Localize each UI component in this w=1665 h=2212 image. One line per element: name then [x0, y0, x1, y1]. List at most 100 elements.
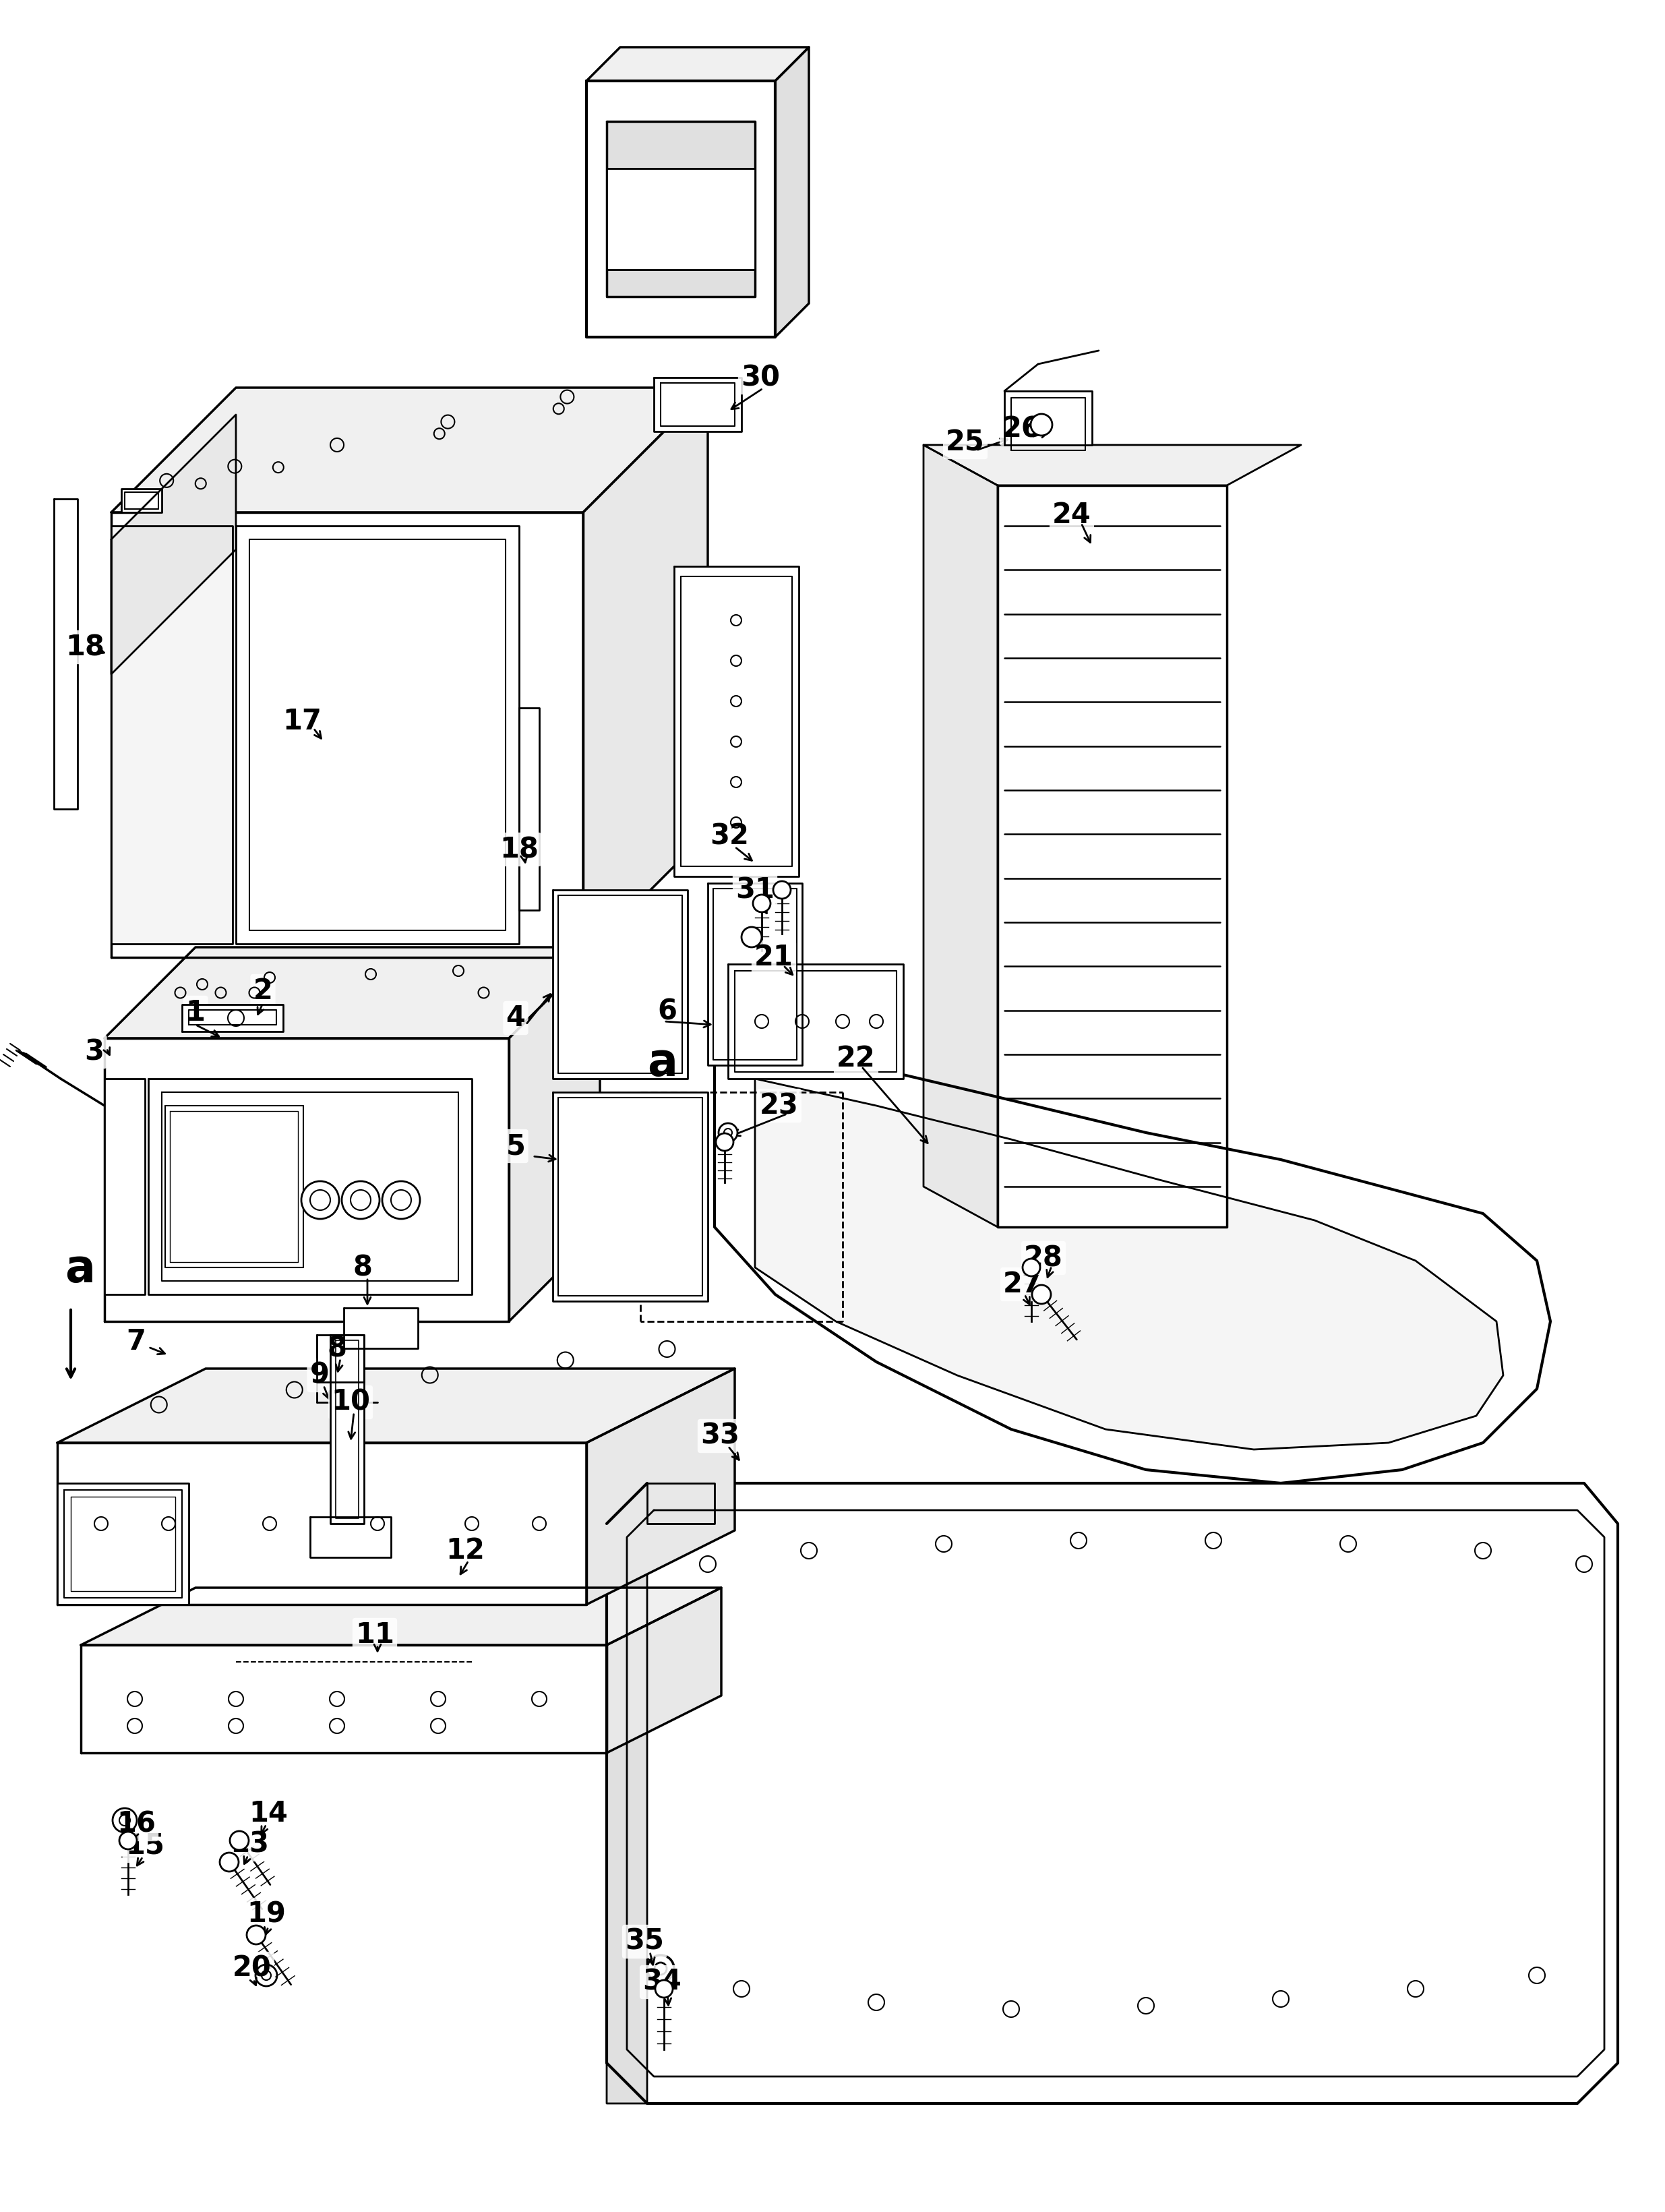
Polygon shape	[606, 168, 754, 270]
Text: 9: 9	[310, 1360, 330, 1389]
Polygon shape	[148, 1079, 471, 1294]
Polygon shape	[82, 1646, 606, 1752]
Polygon shape	[583, 387, 708, 958]
Polygon shape	[1004, 392, 1092, 445]
Polygon shape	[105, 1037, 509, 1321]
Text: 21: 21	[754, 942, 793, 971]
Text: 12: 12	[446, 1537, 485, 1564]
Polygon shape	[57, 1484, 188, 1604]
Text: 18: 18	[500, 836, 538, 863]
Circle shape	[1031, 414, 1052, 436]
Text: a: a	[65, 1248, 95, 1292]
Circle shape	[301, 1181, 340, 1219]
Polygon shape	[997, 484, 1227, 1228]
Polygon shape	[57, 1369, 734, 1442]
Text: 4: 4	[506, 1004, 526, 1033]
Text: 32: 32	[709, 823, 749, 849]
Polygon shape	[754, 1079, 1503, 1449]
Text: 14: 14	[248, 1798, 288, 1827]
Text: 22: 22	[836, 1044, 876, 1073]
Text: 18: 18	[65, 633, 105, 661]
Polygon shape	[105, 1079, 145, 1294]
Text: 7: 7	[127, 1327, 147, 1356]
Text: 20: 20	[233, 1955, 271, 1982]
Polygon shape	[648, 1484, 714, 1524]
Text: 27: 27	[1002, 1270, 1042, 1298]
Polygon shape	[181, 1004, 283, 1031]
Polygon shape	[330, 1334, 365, 1524]
Polygon shape	[53, 500, 78, 810]
Text: 8: 8	[353, 1254, 373, 1281]
Circle shape	[716, 1133, 733, 1150]
Circle shape	[220, 1854, 238, 1871]
Text: 16: 16	[117, 1809, 157, 1838]
Text: 35: 35	[624, 1927, 664, 1955]
Polygon shape	[57, 1442, 586, 1604]
Polygon shape	[776, 46, 809, 336]
Text: 13: 13	[230, 1829, 270, 1858]
Polygon shape	[606, 122, 754, 296]
Text: 3: 3	[85, 1037, 105, 1066]
Circle shape	[753, 894, 771, 911]
Polygon shape	[586, 46, 809, 82]
Polygon shape	[553, 1093, 708, 1301]
Polygon shape	[924, 445, 997, 1228]
Polygon shape	[714, 1037, 1550, 1484]
Circle shape	[246, 1924, 266, 1944]
Text: 10: 10	[331, 1389, 370, 1416]
Circle shape	[719, 1124, 738, 1141]
Polygon shape	[236, 526, 519, 945]
Polygon shape	[316, 1334, 365, 1382]
Polygon shape	[105, 947, 599, 1037]
Polygon shape	[586, 82, 776, 336]
Text: 28: 28	[1024, 1243, 1062, 1272]
Text: 30: 30	[741, 363, 779, 392]
Text: 26: 26	[1002, 414, 1041, 442]
Circle shape	[1022, 1259, 1041, 1276]
Polygon shape	[553, 889, 688, 1079]
Text: 19: 19	[246, 1900, 286, 1929]
Text: 33: 33	[701, 1422, 739, 1451]
Text: 11: 11	[355, 1621, 395, 1650]
Polygon shape	[310, 1517, 391, 1557]
Polygon shape	[82, 1588, 721, 1646]
Polygon shape	[112, 387, 708, 513]
Polygon shape	[654, 378, 741, 431]
Polygon shape	[112, 526, 233, 945]
Text: 15: 15	[125, 1832, 165, 1860]
Text: 1: 1	[186, 998, 205, 1026]
Polygon shape	[728, 964, 904, 1079]
Text: 8: 8	[328, 1334, 346, 1363]
Circle shape	[773, 880, 791, 898]
Text: a: a	[648, 1042, 678, 1086]
Circle shape	[741, 927, 761, 947]
Text: 2: 2	[253, 978, 273, 1004]
Text: 24: 24	[1052, 500, 1091, 529]
Circle shape	[1032, 1285, 1051, 1303]
Text: 34: 34	[643, 1969, 681, 1995]
Polygon shape	[112, 414, 236, 675]
Text: 29: 29	[668, 135, 708, 161]
Text: 6: 6	[658, 998, 678, 1026]
Polygon shape	[708, 883, 803, 1066]
Polygon shape	[586, 1369, 734, 1604]
Polygon shape	[112, 513, 583, 958]
Polygon shape	[924, 445, 1300, 484]
Circle shape	[656, 1980, 673, 1997]
Circle shape	[341, 1181, 380, 1219]
Polygon shape	[343, 1307, 418, 1349]
Circle shape	[120, 1832, 137, 1849]
Text: 17: 17	[283, 708, 321, 737]
Polygon shape	[122, 489, 162, 513]
Polygon shape	[606, 1484, 648, 2104]
Polygon shape	[606, 1588, 721, 1752]
Text: 25: 25	[946, 429, 984, 456]
Text: 23: 23	[759, 1091, 799, 1119]
Polygon shape	[519, 708, 539, 909]
Circle shape	[383, 1181, 420, 1219]
Polygon shape	[674, 566, 799, 876]
Polygon shape	[606, 1484, 1618, 2104]
Polygon shape	[509, 947, 599, 1321]
Text: 5: 5	[506, 1133, 526, 1161]
Text: 31: 31	[736, 876, 774, 905]
